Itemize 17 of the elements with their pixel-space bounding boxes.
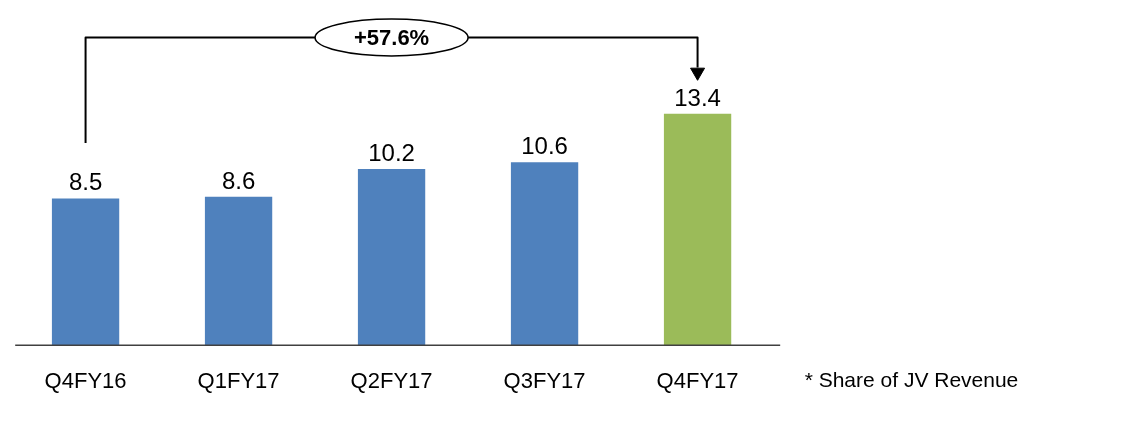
data-label: 10.2 <box>368 139 415 167</box>
data-label: 8.6 <box>221 166 256 194</box>
bar <box>51 198 120 346</box>
bar <box>204 196 273 346</box>
data-label: 8.5 <box>68 168 103 196</box>
bar <box>663 113 732 346</box>
x-tick-label: Q2FY17 <box>350 368 433 394</box>
x-tick-label: Q1FY17 <box>197 368 280 394</box>
data-label: 13.4 <box>674 83 721 111</box>
bar <box>357 169 426 346</box>
x-tick-label: Q3FY17 <box>503 368 586 394</box>
x-tick-label: Q4FY17 <box>656 368 739 394</box>
text: * Share of JV Revenue <box>804 368 1019 392</box>
bar <box>510 162 579 346</box>
x-tick-label: Q4FY16 <box>44 368 127 394</box>
data-label: 10.6 <box>521 132 568 160</box>
text: +57.6% <box>353 25 430 51</box>
